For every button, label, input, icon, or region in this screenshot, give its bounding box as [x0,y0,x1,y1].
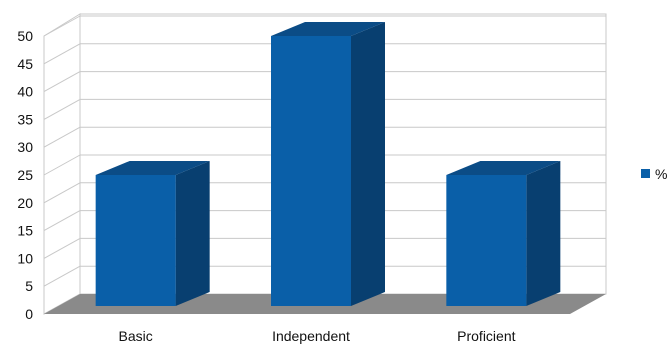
bars [95,22,561,306]
gridline-side [43,237,81,259]
bar-side [351,22,385,306]
gridline-side [43,154,81,176]
y-tick-label: 20 [17,195,33,211]
legend-label: % [655,166,667,182]
legend: % [641,166,667,182]
bar-basic [95,161,210,306]
bar-front [95,175,176,306]
gridline-side [43,43,81,65]
gridline-side [43,15,81,37]
bar-top [95,161,210,175]
y-tick-label: 0 [25,306,33,322]
gridline-side [43,182,81,204]
y-tick-label: 5 [25,278,33,294]
y-tick-label: 15 [17,223,33,239]
y-tick-label: 50 [17,28,33,44]
y-tick-label: 35 [17,111,33,127]
gridline-side [43,98,81,120]
bar-side [526,161,561,306]
gridline-side [43,265,81,287]
bar-front [271,36,351,306]
y-tick-label: 10 [17,250,33,266]
y-axis-ticks: 0 5 10 15 20 25 30 35 40 45 50 [17,28,33,322]
x-axis-labels: Basic Independent Proficient [119,328,516,344]
x-tick-label: Independent [272,328,350,344]
bar-side [175,161,210,306]
y-tick-label: 30 [17,139,33,155]
bar-front [446,175,527,306]
y-tick-label: 40 [17,84,33,100]
bar-top [446,161,561,175]
x-tick-label: Proficient [457,328,515,344]
legend-swatch [641,169,650,178]
y-tick-label: 25 [17,167,33,183]
bar-proficient [446,161,561,306]
gridline-side [43,126,81,148]
bar-top [271,22,385,36]
x-tick-label: Basic [119,328,153,344]
y-tick-label: 45 [17,56,33,72]
gridline-side [43,71,81,93]
gridline-side [43,210,81,232]
bar-independent [271,22,385,306]
